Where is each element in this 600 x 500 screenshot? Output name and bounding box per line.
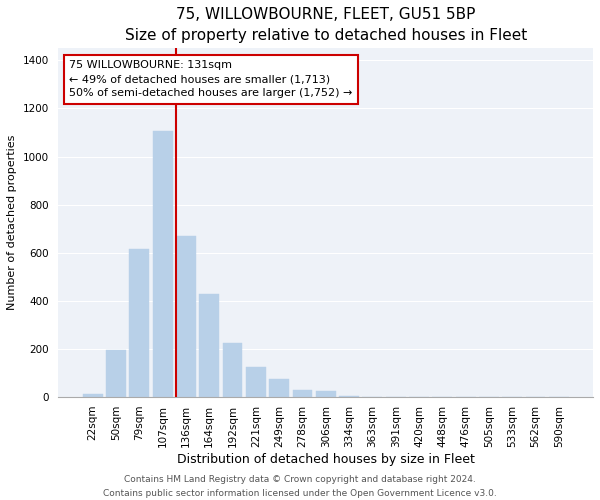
Bar: [316, 391, 335, 397]
Y-axis label: Number of detached properties: Number of detached properties: [7, 135, 17, 310]
Bar: [293, 390, 313, 397]
Bar: [339, 396, 359, 397]
Title: 75, WILLOWBOURNE, FLEET, GU51 5BP
Size of property relative to detached houses i: 75, WILLOWBOURNE, FLEET, GU51 5BP Size o…: [125, 7, 527, 43]
X-axis label: Distribution of detached houses by size in Fleet: Distribution of detached houses by size …: [177, 452, 475, 466]
Bar: [176, 236, 196, 397]
Bar: [246, 367, 266, 397]
Bar: [362, 396, 382, 397]
Bar: [269, 379, 289, 397]
Text: Contains HM Land Registry data © Crown copyright and database right 2024.
Contai: Contains HM Land Registry data © Crown c…: [103, 476, 497, 498]
Bar: [199, 294, 219, 397]
Bar: [223, 343, 242, 397]
Bar: [152, 132, 173, 397]
Bar: [83, 394, 103, 397]
Bar: [106, 350, 126, 397]
Text: 75 WILLOWBOURNE: 131sqm
← 49% of detached houses are smaller (1,713)
50% of semi: 75 WILLOWBOURNE: 131sqm ← 49% of detache…: [69, 60, 353, 98]
Bar: [130, 249, 149, 397]
